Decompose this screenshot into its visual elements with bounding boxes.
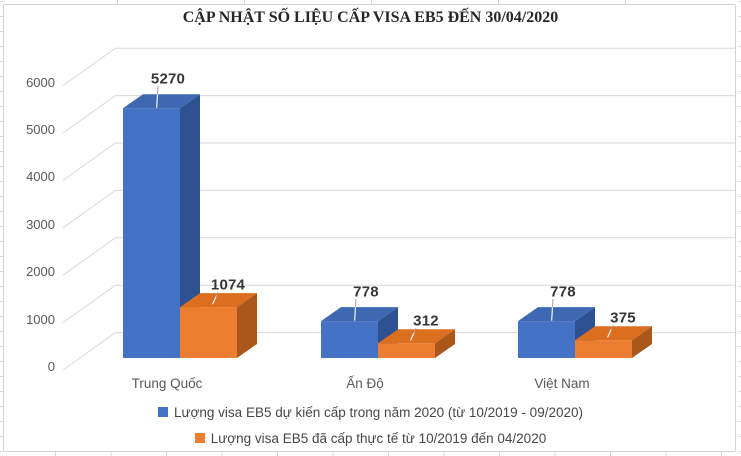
bar-series1-0-side[interactable] — [180, 94, 200, 359]
legend-swatch-blue-icon — [158, 407, 169, 417]
bar-series2-0-top[interactable] — [180, 293, 257, 308]
spreadsheet-cells-left — [0, 0, 3, 456]
spreadsheet-cells-right — [738, 0, 741, 456]
bar-series2-2-top[interactable] — [575, 326, 652, 341]
gridline — [62, 237, 735, 276]
data-label-leader-line-highlight — [551, 307, 554, 321]
data-label-leader-line — [215, 291, 219, 297]
bar-series2-1-front[interactable] — [378, 343, 435, 358]
y-axis-tick-label: 0 — [47, 359, 55, 374]
gridline — [62, 142, 735, 181]
y-axis-tick-label: 3000 — [26, 216, 55, 232]
y-axis-tick-label: 1000 — [26, 311, 55, 327]
bar-series1-1-front[interactable] — [321, 321, 378, 358]
data-label-leader-line-highlight — [156, 94, 159, 108]
data-label-leader-line — [610, 325, 614, 330]
legend-swatch-orange-icon — [194, 433, 205, 443]
data-label-leader-line — [552, 299, 554, 308]
data-label-leader-line-highlight — [354, 307, 357, 321]
data-label-leader-line-highlight — [410, 332, 415, 341]
bar-series1-0-front[interactable] — [123, 108, 180, 359]
spreadsheet-cells-top — [0, 0, 741, 5]
chart-title[interactable]: CẬP NHẬT SỐ LIỆU CẤP VISA EB5 ĐẾN 30/04/… — [182, 9, 559, 26]
bar-series2-0-front[interactable] — [180, 307, 237, 358]
data-label: 5270 — [150, 70, 186, 88]
data-label: 778 — [353, 283, 379, 301]
legend-label-actual: Lượng visa EB5 đã cấp thực tế từ 10/2019… — [210, 430, 547, 446]
bar-series2-0-side[interactable] — [237, 293, 257, 358]
legend-item-planned[interactable]: Lượng visa EB5 dự kiến cấp trong năm 202… — [158, 399, 583, 425]
data-label: 1074 — [210, 276, 246, 294]
gridline — [62, 189, 735, 229]
y-axis-tick-label: 5000 — [26, 122, 55, 137]
data-label-leader-line-highlight — [212, 296, 217, 305]
bar-series2-2-front[interactable] — [575, 340, 632, 358]
gridline — [62, 47, 735, 87]
data-label: 312 — [413, 312, 439, 330]
category-label: Ấn Độ — [346, 376, 384, 391]
data-label-leader-line-highlight — [607, 329, 612, 338]
legend-item-actual[interactable]: Lượng visa EB5 đã cấp thực tế từ 10/2019… — [194, 425, 547, 451]
legend-label-planned: Lượng visa EB5 dự kiến cấp trong năm 202… — [174, 404, 583, 420]
y-axis-tick-label: 6000 — [26, 74, 55, 90]
data-label-leader-line — [157, 86, 159, 95]
gridline — [62, 95, 735, 134]
bar-series1-2-top[interactable] — [518, 307, 595, 322]
y-axis-tick-label: 2000 — [26, 264, 55, 280]
bar-series1-1-top[interactable] — [321, 307, 398, 322]
bar-series2-2-side[interactable] — [632, 326, 652, 358]
data-label: 375 — [610, 309, 636, 327]
chart-legend: Lượng visa EB5 dự kiến cấp trong năm 202… — [0, 399, 741, 451]
data-label: 778 — [550, 283, 576, 301]
y-axis-tick-label: 4000 — [26, 169, 55, 185]
bar-series1-2-front[interactable] — [518, 321, 575, 358]
data-label-leader-line — [413, 328, 417, 333]
bar-series2-1-side[interactable] — [435, 329, 455, 358]
data-label-leader-line — [355, 299, 357, 308]
bar-series1-0-top[interactable] — [123, 94, 200, 109]
bar-series2-1-top[interactable] — [378, 329, 455, 344]
spreadsheet-cells-bottom — [0, 452, 741, 456]
gridline — [62, 284, 735, 324]
category-label: Trung Quốc — [131, 376, 203, 391]
category-label: Việt Nam — [534, 376, 590, 391]
